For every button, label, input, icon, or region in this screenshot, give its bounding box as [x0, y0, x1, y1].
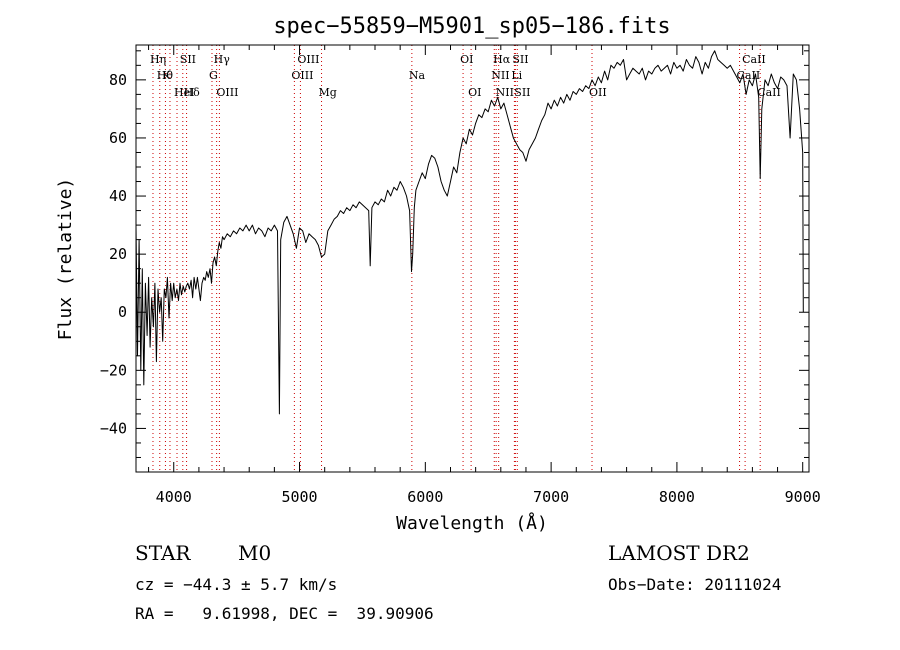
spectral-line-label: Mg [319, 86, 337, 99]
spectral-line-label: OIII [291, 69, 313, 82]
spectral-line-label: OIII [297, 53, 319, 66]
spectral-line-label: CaII [742, 53, 766, 66]
axis-tick-labels: 4000 5000 6000 7000 8000 9000 −40 −20 0 20 40 60 80 [100, 71, 821, 506]
y-tick-label: 20 [109, 245, 127, 263]
y-tick-label: −40 [100, 419, 127, 437]
x-tick-label: 4000 [156, 488, 192, 506]
coordinates: RA = 9.61998, DEC = 39.90906 [135, 604, 434, 623]
spectral-line-label: HeI [174, 86, 194, 99]
x-tick-label: 7000 [533, 488, 569, 506]
observation-date: Obs−Date: 20111024 [608, 575, 782, 594]
y-tick-label: 0 [118, 303, 127, 321]
x-tick-label: 8000 [659, 488, 695, 506]
object-subclass: M0 [238, 541, 272, 565]
line-markers [152, 45, 761, 472]
redshift-velocity: cz = −44.3 ± 5.7 km/s [135, 575, 338, 594]
spectral-line-label: OIII [216, 86, 238, 99]
spectral-line-label: K [162, 69, 171, 82]
axis-ticks [136, 45, 809, 472]
spectral-line-label: Hα [493, 53, 511, 66]
spectral-line-label: OI [468, 86, 481, 99]
spectral-line-label: OI [460, 53, 473, 66]
x-tick-label: 9000 [785, 488, 821, 506]
spectral-line-label: CaII [737, 69, 761, 82]
y-tick-label: 60 [109, 129, 127, 147]
spectral-line-label: NII [491, 69, 509, 82]
x-tick-label: 6000 [407, 488, 443, 506]
spectral-line-label: SII [514, 86, 530, 99]
spectral-line-label: NII [496, 86, 514, 99]
y-tick-label: 80 [109, 71, 127, 89]
spectrum-series [135, 50, 804, 415]
plot-frame [135, 44, 810, 473]
object-class: STAR [135, 541, 191, 565]
spectral-line-label: SII [180, 53, 196, 66]
spectrum-line [135, 50, 804, 415]
spectral-line-label: Hδ [184, 86, 201, 99]
y-tick-label: 40 [109, 187, 127, 205]
spectral-line-label: Hη [150, 53, 166, 66]
survey-name: LAMOST DR2 [608, 541, 750, 565]
spectral-line-label: Hθ [157, 69, 174, 82]
chart-title: spec−55859−M5901_sp05−186.fits [273, 14, 670, 39]
spectral-line-label: Li [511, 69, 522, 82]
spectral-line-label: CaII [757, 86, 781, 99]
y-axis-label: Flux (relative) [55, 178, 76, 341]
y-tick-label: −20 [100, 361, 127, 379]
x-tick-label: 5000 [281, 488, 317, 506]
spectral-line-label: Hγ [214, 53, 231, 66]
spectral-line-label: G [209, 69, 218, 82]
spectral-line-label: Na [409, 69, 426, 82]
spectral-line-label: SII [512, 53, 528, 66]
x-axis-label: Wavelength (Å) [396, 512, 548, 534]
spectral-line-label: OII [589, 86, 607, 99]
